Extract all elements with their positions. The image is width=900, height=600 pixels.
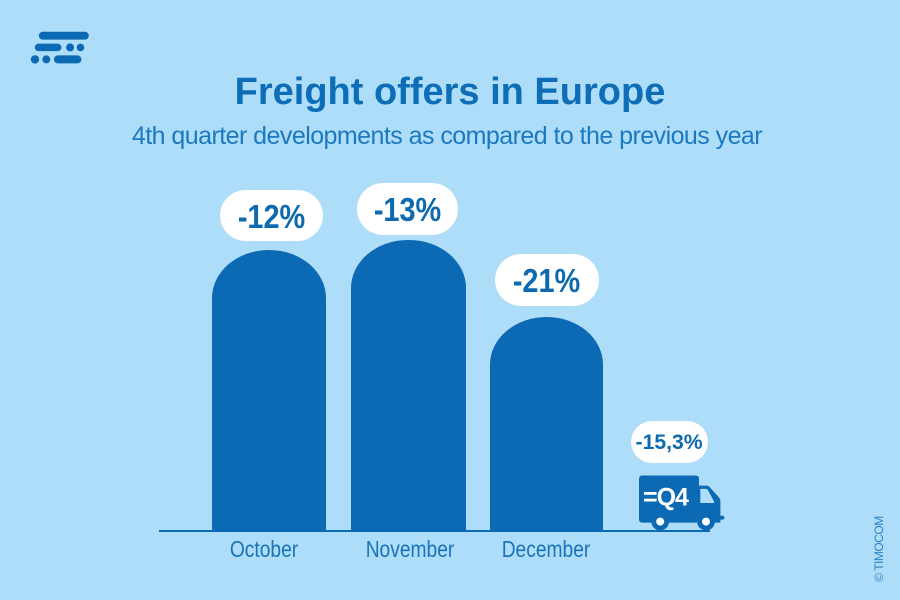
svg-text:=Q4: =Q4 — [643, 484, 689, 512]
